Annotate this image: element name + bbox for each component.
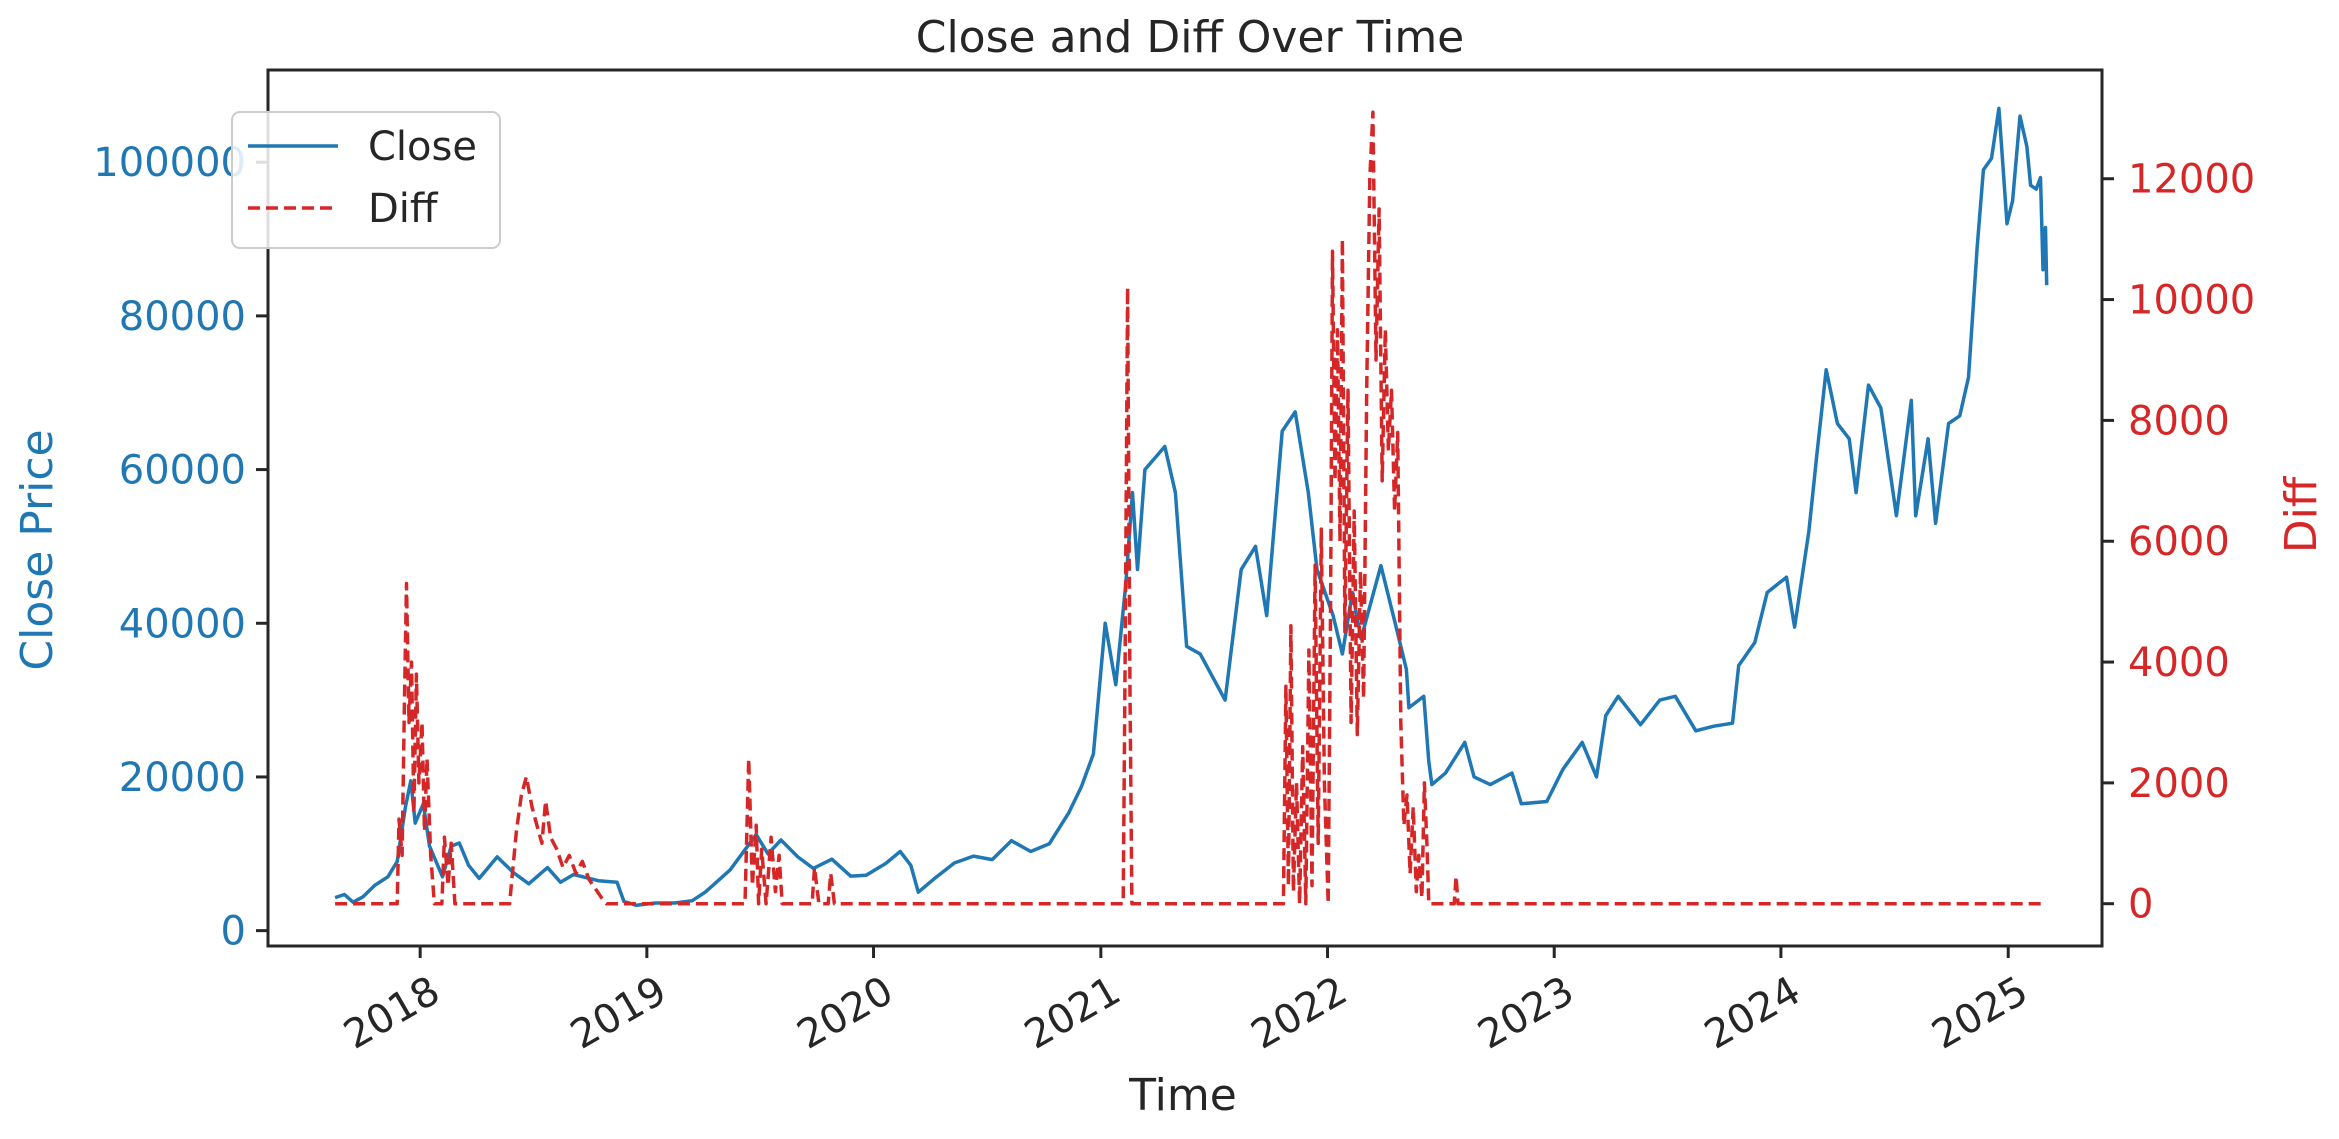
legend-label-close: Close	[368, 124, 477, 170]
y-left-tick-label: 60000	[119, 448, 246, 494]
chart-title: Close and Diff Over Time	[916, 12, 1465, 63]
plot-frame	[266, 68, 2104, 948]
series-line-close	[334, 106, 2049, 908]
y-right-tick-label: 4000	[2128, 640, 2230, 686]
series-line-diff	[335, 110, 2047, 906]
y-left-tick-label: 20000	[119, 755, 246, 801]
x-axis-label: Time	[1128, 1070, 1237, 1121]
y-axis-right-label: Diff	[2276, 475, 2327, 553]
y-right-tick-label: 12000	[2128, 157, 2255, 203]
y-axis-left-label: Close Price	[12, 429, 63, 670]
y-right-tick-label: 6000	[2128, 519, 2230, 565]
series-layer	[334, 106, 2049, 908]
y-right-tick-label: 2000	[2128, 761, 2230, 807]
y-right-tick-label: 0	[2128, 882, 2153, 928]
y-right-tick-label: 8000	[2128, 398, 2230, 444]
y-left-tick-label: 100000	[93, 140, 246, 186]
y-left-tick-label: 0	[221, 909, 246, 955]
y-left-tick-label: 40000	[119, 601, 246, 647]
legend-label-diff: Diff	[368, 186, 439, 232]
y-right-tick-label: 10000	[2128, 278, 2255, 324]
y-left-tick-label: 80000	[119, 294, 246, 340]
legend: Close Diff	[231, 111, 501, 249]
